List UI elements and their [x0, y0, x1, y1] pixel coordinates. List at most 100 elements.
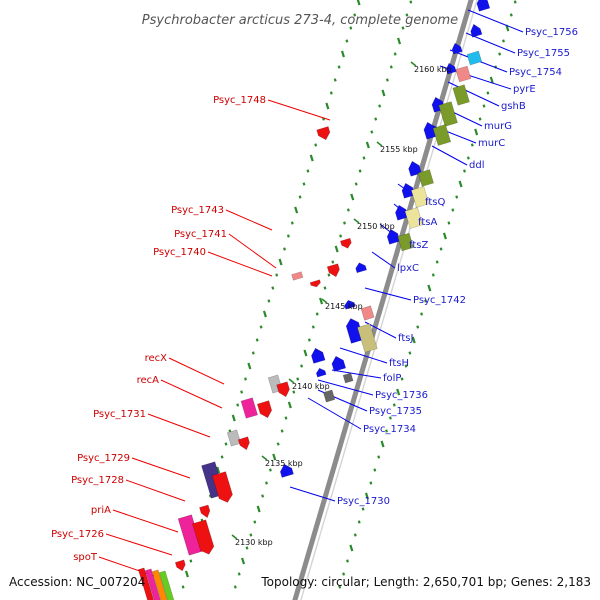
- gene-Psyc_1728[interactable]: [211, 471, 233, 503]
- gene-blue-gene[interactable]: [315, 367, 327, 378]
- gene-Psyc_1754[interactable]: [466, 50, 483, 66]
- gene-Psyc_1730[interactable]: [279, 463, 294, 478]
- track-dot: [306, 169, 310, 173]
- gene-label-Psyc_1734[interactable]: Psyc_1734: [363, 424, 416, 435]
- gene-blue-gene[interactable]: [395, 204, 409, 221]
- gene-label-Psyc_1742[interactable]: Psyc_1742: [413, 295, 466, 306]
- gene-label-spoT[interactable]: spoT: [73, 552, 98, 563]
- gene-label-pyrE[interactable]: pyrE: [513, 84, 536, 95]
- gene-label-ftsJ[interactable]: ftsJ: [398, 333, 413, 344]
- gene-Psyc_1734[interactable]: [323, 389, 336, 403]
- gene-red-gene[interactable]: [174, 559, 186, 572]
- gene-ftsJ[interactable]: [360, 305, 375, 321]
- track-dot: [253, 520, 257, 524]
- gene-Psyc_1756[interactable]: [476, 0, 491, 12]
- gene-label-Psyc_1748[interactable]: Psyc_1748: [213, 95, 266, 106]
- gene-label-Psyc_1756[interactable]: Psyc_1756: [525, 27, 578, 38]
- gene-Psyc_1741[interactable]: [326, 263, 340, 278]
- leader-line-left: [125, 479, 186, 502]
- gene-Psyc_1743[interactable]: [340, 237, 352, 249]
- gene-folP[interactable]: [331, 355, 347, 372]
- track-dot: [439, 247, 443, 251]
- track-dot: [356, 0, 361, 6]
- gene-label-ftsQ[interactable]: ftsQ: [425, 197, 445, 208]
- track-dot: [272, 453, 277, 461]
- leader-line-right: [371, 251, 396, 269]
- gene-red-gene[interactable]: [256, 400, 273, 419]
- gene-murC-box[interactable]: [432, 124, 452, 146]
- leader-line-right: [339, 347, 388, 364]
- gene-label-ftsH[interactable]: ftsH: [389, 358, 409, 369]
- gene-gshB[interactable]: [452, 84, 470, 106]
- track-dot: [342, 572, 346, 576]
- gene-Psyc_1740[interactable]: [291, 271, 304, 281]
- gene-label-Psyc_1728[interactable]: Psyc_1728: [71, 475, 124, 486]
- gene-murG[interactable]: [438, 101, 458, 127]
- gene-label-Psyc_1731[interactable]: Psyc_1731: [93, 409, 146, 420]
- gene-label-Psyc_1726[interactable]: Psyc_1726: [51, 529, 104, 540]
- gene-lpxC[interactable]: [397, 232, 414, 252]
- gene-label-Psyc_1730[interactable]: Psyc_1730: [337, 496, 390, 507]
- track-dot: [339, 234, 343, 238]
- gene-Psyc_1742-arrow[interactable]: [355, 262, 367, 274]
- track-dot: [244, 377, 247, 381]
- gene-red-gene[interactable]: [237, 436, 250, 451]
- gene-blue-gene[interactable]: [311, 347, 326, 364]
- track-dot: [408, 351, 412, 355]
- gene-pink-box[interactable]: [144, 568, 161, 600]
- gene-label-Psyc_1740[interactable]: Psyc_1740: [153, 247, 206, 258]
- track-dot: [369, 481, 373, 485]
- gene-recA[interactable]: [240, 397, 258, 419]
- gene-label-gshB[interactable]: gshB: [501, 101, 526, 112]
- gene-orange-box[interactable]: [151, 569, 168, 600]
- track-dot: [381, 89, 386, 97]
- gene-label-folP[interactable]: folP: [383, 373, 401, 384]
- gene-red-gene[interactable]: [309, 279, 321, 288]
- gene-label-Psyc_1735[interactable]: Psyc_1735: [369, 406, 422, 417]
- gene-blue-gene[interactable]: [445, 62, 457, 75]
- gene-label-ftsZ[interactable]: ftsZ: [409, 240, 428, 251]
- gene-label-Psyc_1755[interactable]: Psyc_1755: [517, 48, 570, 59]
- gene-ftsA[interactable]: [410, 186, 430, 208]
- track-dot: [319, 297, 324, 305]
- gene-label-recA[interactable]: recA: [137, 375, 160, 386]
- gene-Psyc_1731[interactable]: [226, 429, 242, 447]
- track-dot: [353, 13, 357, 17]
- track-dot: [377, 455, 381, 459]
- gene-Psyc_1726[interactable]: [192, 519, 215, 555]
- gene-Psyc_1736[interactable]: [342, 372, 354, 384]
- track-dot: [259, 325, 263, 329]
- gene-label-Psyc_1736[interactable]: Psyc_1736: [375, 390, 428, 401]
- gene-spoT[interactable]: [137, 567, 154, 600]
- track-dot: [420, 312, 424, 316]
- track-dot: [393, 52, 397, 56]
- gene-label-Psyc_1729[interactable]: Psyc_1729: [77, 453, 130, 464]
- gene-green-box[interactable]: [158, 570, 175, 600]
- gene-Psyc_1755[interactable]: [470, 23, 483, 38]
- gene-ftsZ[interactable]: [404, 207, 423, 229]
- gene-blue-gene[interactable]: [451, 42, 463, 55]
- gene-blue-gene[interactable]: [344, 299, 356, 310]
- gene-label-murG[interactable]: murG: [484, 121, 512, 132]
- gene-label-lpxC[interactable]: lpxC: [397, 263, 419, 274]
- gene-label-ddl[interactable]: ddl: [469, 160, 484, 171]
- gene-ftsH-box[interactable]: [357, 323, 378, 353]
- backbone-line: [292, 0, 474, 600]
- gene-label-priA[interactable]: priA: [91, 505, 111, 516]
- gene-blue-gene[interactable]: [386, 228, 401, 245]
- track-dot: [447, 221, 451, 225]
- gene-red-gene[interactable]: [199, 504, 211, 519]
- gene-label-murC[interactable]: murC: [478, 138, 505, 149]
- gene-label-Psyc_1743[interactable]: Psyc_1743: [171, 205, 224, 216]
- leader-line-left: [112, 509, 179, 533]
- gene-label-Psyc_1754[interactable]: Psyc_1754: [509, 67, 562, 78]
- track-dot: [256, 505, 261, 513]
- gene-label-Psyc_1741[interactable]: Psyc_1741: [174, 229, 227, 240]
- gene-red-gene[interactable]: [276, 381, 290, 398]
- gene-label-ftsA[interactable]: ftsA: [418, 217, 437, 228]
- gene-Psyc_1748[interactable]: [316, 126, 331, 141]
- track-dot: [397, 37, 402, 45]
- gene-ftsQ[interactable]: [417, 169, 434, 187]
- gene-label-recX[interactable]: recX: [145, 353, 168, 364]
- gene-pyrE[interactable]: [455, 65, 472, 83]
